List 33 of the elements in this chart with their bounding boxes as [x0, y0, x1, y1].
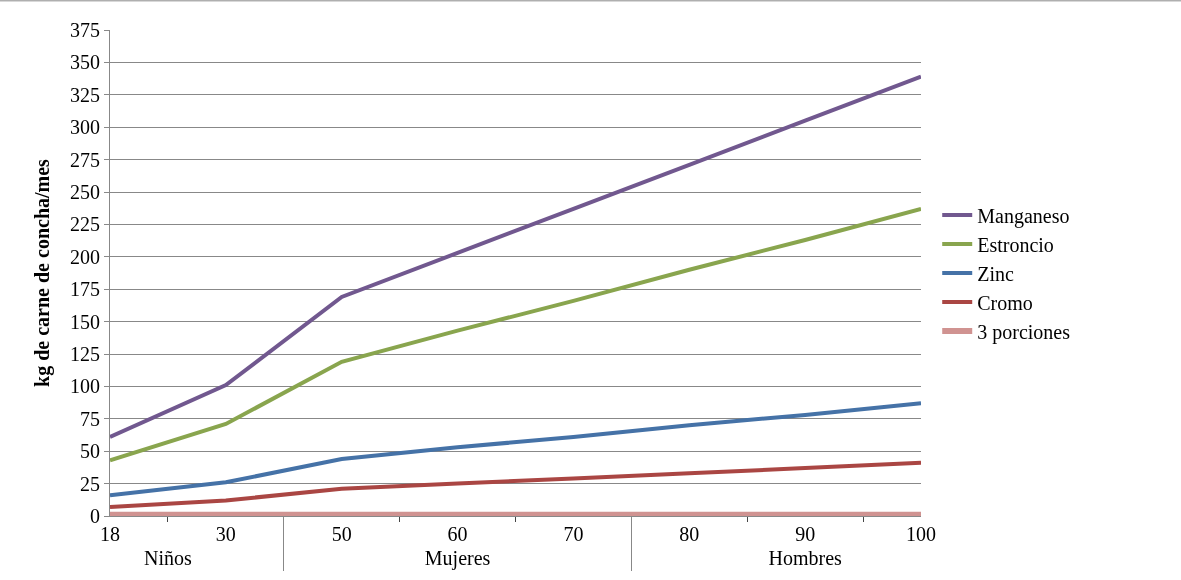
y-tick-label: 375	[70, 19, 100, 41]
x-tick-label: 80	[679, 523, 700, 545]
y-tick-label: 175	[70, 278, 100, 301]
text: Hombres	[768, 547, 843, 569]
legend-label: 3 porciones	[977, 320, 1071, 344]
x-tick-label: 70	[563, 523, 584, 545]
x-tick-label: 60	[447, 523, 468, 545]
y-axis-title: kg de carne de concha/mes	[30, 158, 54, 387]
y-tick-label: 100	[70, 375, 100, 398]
x-tick-label: 30	[215, 523, 236, 545]
x-tick-label: 90	[795, 523, 816, 545]
y-tick-label: 250	[70, 181, 100, 203]
legend-label: Zinc	[977, 262, 1014, 285]
y-tick-label: 350	[70, 51, 100, 74]
legend-label: Cromo	[977, 291, 1033, 314]
text: Niños	[144, 547, 193, 569]
y-tick-label: 200	[70, 245, 100, 268]
y-tick-label: 275	[70, 148, 100, 171]
x-tick-label: 100	[906, 523, 936, 545]
y-tick-label: 325	[70, 83, 100, 106]
x-tick-label: 50	[331, 523, 352, 545]
y-tick-label: 50	[80, 440, 100, 463]
y-tick-label: 225	[70, 213, 100, 236]
y-tick-label: 300	[70, 116, 100, 139]
y-tick-label: 25	[80, 472, 100, 495]
y-tick-label: 75	[80, 407, 100, 430]
x-tick-label: 18	[100, 523, 120, 545]
y-tick-label: 0	[90, 505, 100, 527]
y-tick-label: 150	[70, 310, 100, 333]
legend-label: Estroncio	[977, 233, 1054, 256]
y-tick-label: 125	[70, 343, 100, 365]
legend-label: Manganeso	[977, 204, 1070, 228]
text: Mujeres	[424, 547, 491, 570]
